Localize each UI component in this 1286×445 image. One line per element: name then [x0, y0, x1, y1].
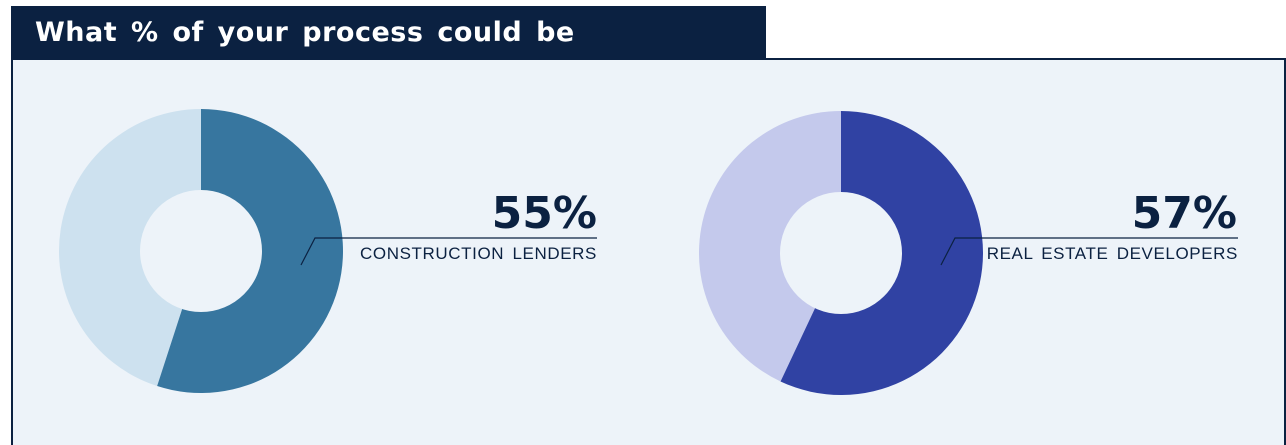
value-label-developers: 57%	[1132, 188, 1237, 239]
donut-slice-developers-rest	[698, 111, 841, 382]
category-label-developers: REAL ESTATE DEVELOPERS	[987, 244, 1238, 263]
donut-slice-lenders-rest	[59, 108, 201, 387]
donut-hole-developers	[780, 192, 902, 314]
value-label-lenders: 55%	[492, 188, 597, 239]
donut-hole-lenders	[140, 190, 262, 312]
callout-developers: 57% REAL ESTATE DEVELOPERS	[940, 188, 1238, 266]
callout-line-developers	[940, 237, 1238, 266]
donut-chart-developers	[698, 111, 983, 395]
category-label-lenders: CONSTRUCTION LENDERS	[360, 244, 597, 263]
chart-header: What % of your process could be automate…	[11, 6, 766, 102]
callout-line-lenders	[300, 237, 597, 266]
callout-lenders: 55% CONSTRUCTION LENDERS	[300, 188, 597, 266]
donut-chart-lenders	[59, 108, 343, 394]
